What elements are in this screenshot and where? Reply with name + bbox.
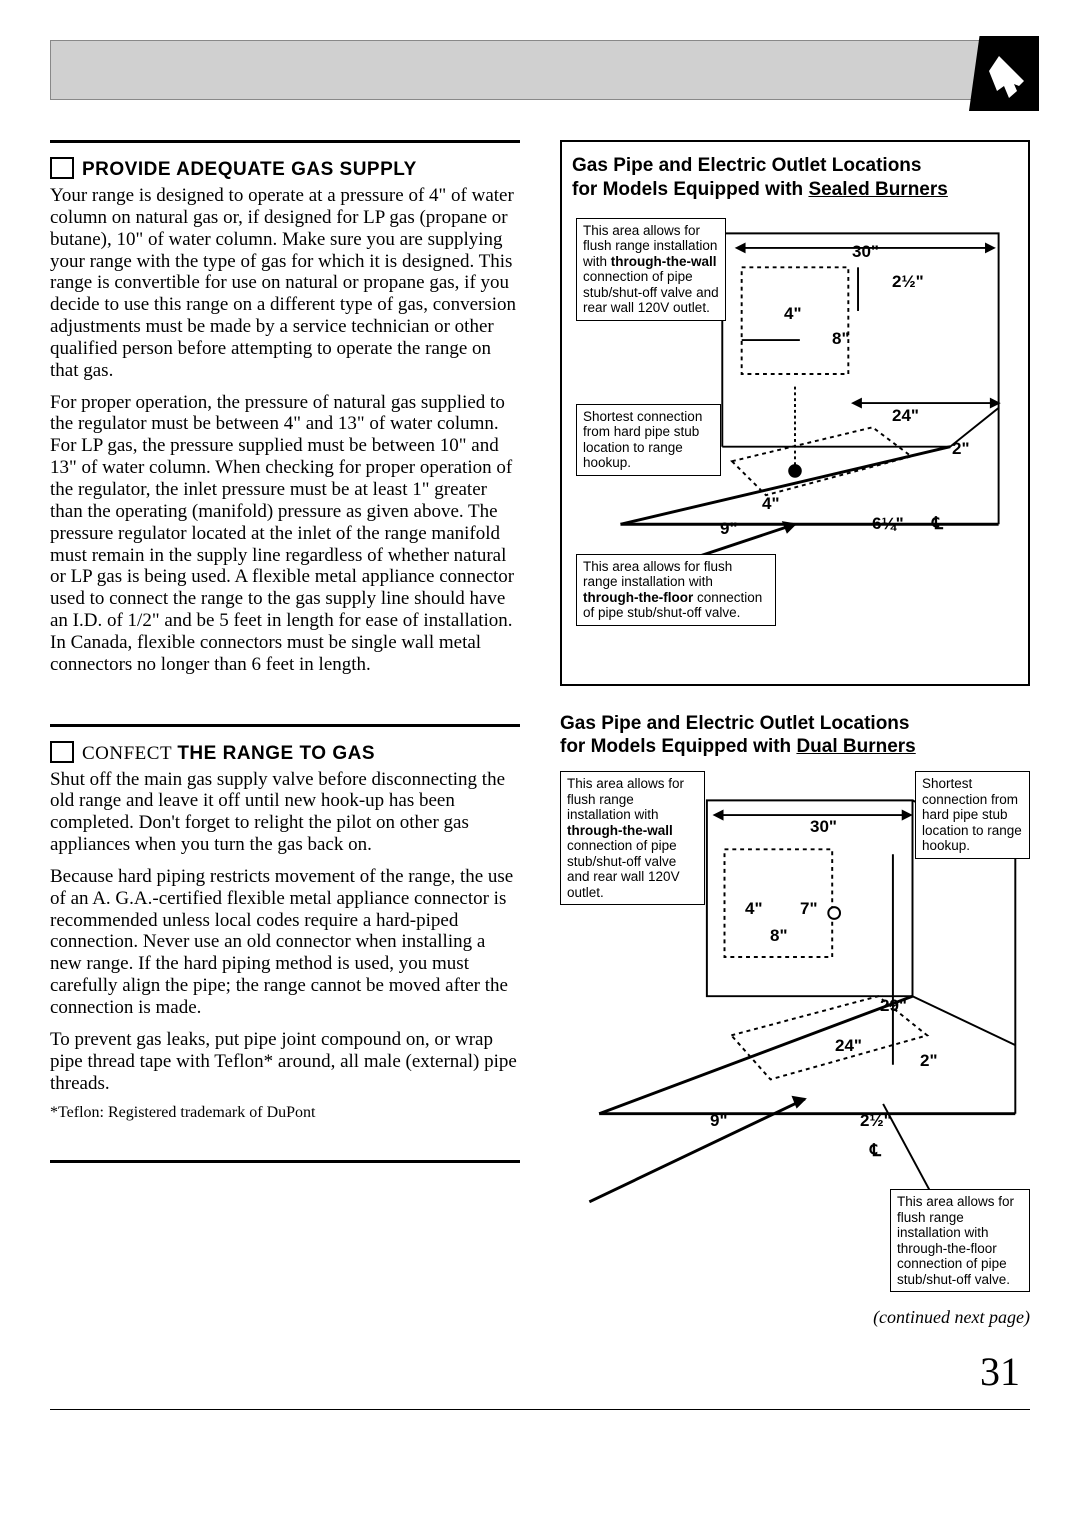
checkbox-icon (50, 741, 74, 763)
d1-box1: This area allows for flush range install… (576, 218, 726, 321)
page-number: 31 (50, 1348, 1030, 1395)
d2-dim-30: 30" (810, 817, 837, 837)
d2-dim-2: 2" (920, 1051, 938, 1071)
d1-dim-30: 30" (852, 242, 879, 262)
d1-dim-24: 24" (892, 406, 919, 426)
d2-box1: This area allows for flush range install… (560, 771, 705, 905)
d1-dim-2half: 2½" (892, 272, 924, 292)
continued-note: (continued next page) (560, 1307, 1030, 1328)
checkbox-icon (50, 157, 74, 179)
connect-p2: Because hard piping restricts movement o… (50, 866, 520, 1019)
d1-box2: Shortest connection from hard pipe stub … (576, 404, 721, 476)
heading-connect-pre: CONFECT (82, 743, 172, 764)
gas-supply-p2: For proper operation, the pressure of na… (50, 392, 520, 676)
d1-box3: This area allows for flush range install… (576, 554, 776, 626)
section-connect-range: CONFECT THE RANGE TO GAS Shut off the ma… (50, 724, 520, 1143)
connect-p3: To prevent gas leaks, put pipe joint com… (50, 1029, 520, 1095)
connect-p1: Shut off the main gas supply valve befor… (50, 769, 520, 856)
d1-dim-4a: 4" (784, 304, 802, 324)
d2-dim-24: 24" (835, 1036, 862, 1056)
d1-dim-cl: ℄ (932, 514, 943, 534)
page-header-bar (50, 40, 1030, 100)
d2-box3: This area allows for flush range install… (890, 1189, 1030, 1292)
right-column: Gas Pipe and Electric Outlet Locations f… (560, 140, 1030, 1328)
bottom-rule (50, 1409, 1030, 1410)
diagram-dual-burners: This area allows for flush range install… (560, 771, 1030, 1301)
d2-title-l1: Gas Pipe and Electric Outlet Locations (560, 713, 909, 734)
d2-box2: Shortest connection from hard pipe stub … (915, 771, 1030, 859)
d2-dim-2half: 2½" (860, 1111, 892, 1131)
d2-title-l2a: for Models Equipped with (560, 736, 796, 757)
diagram-sealed-burners: Gas Pipe and Electric Outlet Locations f… (560, 140, 1030, 686)
d1-dim-9: 9" (720, 519, 738, 539)
d1-title-l2b: Sealed Burners (808, 179, 947, 200)
d2-dim-7: 7" (800, 899, 818, 919)
corner-graphic-icon (969, 36, 1039, 111)
heading-gas-supply: PROVIDE ADEQUATE GAS SUPPLY (82, 159, 417, 181)
section-gas-supply: PROVIDE ADEQUATE GAS SUPPLY Your range i… (50, 140, 520, 706)
d2-dim-cl: ℄ (870, 1141, 881, 1161)
teflon-footnote: *Teflon: Registered trademark of DuPont (50, 1104, 520, 1122)
d1-dim-2: 2" (952, 439, 970, 459)
d2-dim-29: 29" (880, 996, 907, 1016)
d1-dim-6q: 6¼" (872, 514, 904, 534)
d2-dim-8: 8" (770, 926, 788, 946)
gas-supply-p1: Your range is designed to operate at a p… (50, 185, 520, 382)
d1-dim-4b: 4" (762, 494, 780, 514)
d2-title-l2b: Dual Burners (796, 736, 915, 757)
d2-dim-9: 9" (710, 1111, 728, 1131)
d2-dim-4: 4" (745, 899, 763, 919)
left-column: PROVIDE ADEQUATE GAS SUPPLY Your range i… (50, 140, 520, 1328)
d1-title-l1: Gas Pipe and Electric Outlet Locations (572, 155, 921, 176)
d1-dim-8: 8" (832, 329, 850, 349)
d1-title-l2a: for Models Equipped with (572, 179, 808, 200)
heading-connect-bold: THE RANGE TO GAS (177, 743, 375, 764)
